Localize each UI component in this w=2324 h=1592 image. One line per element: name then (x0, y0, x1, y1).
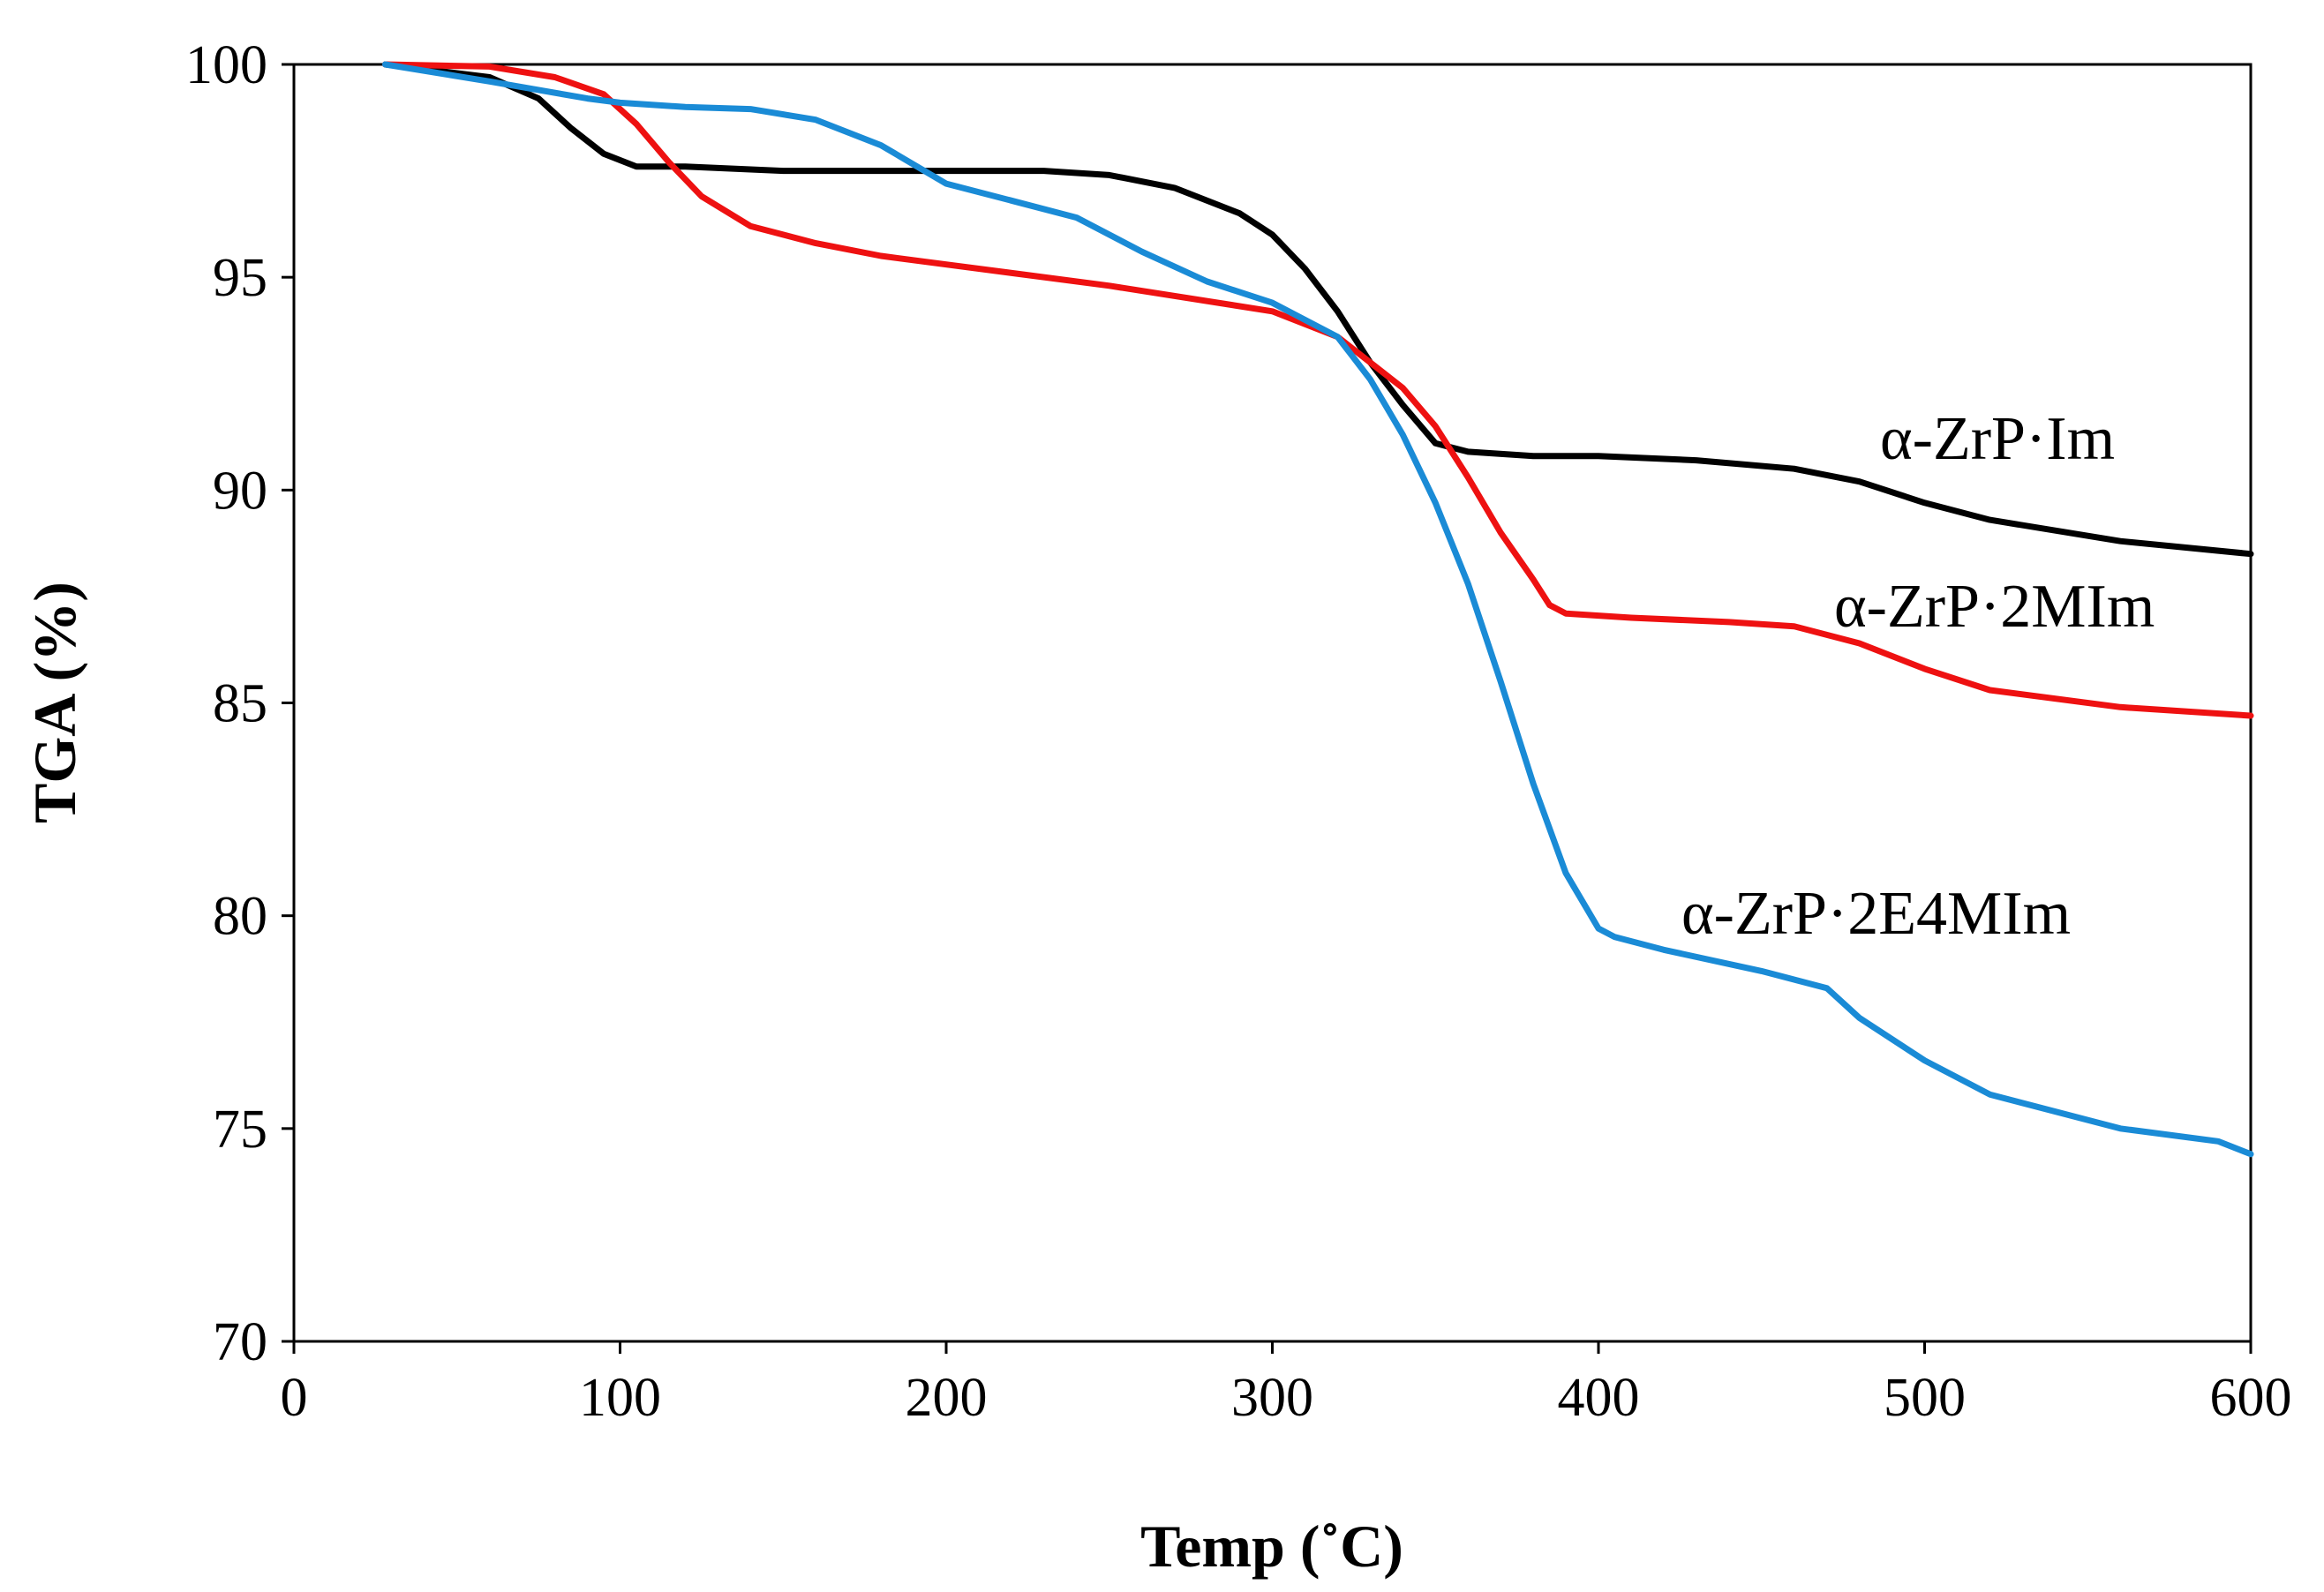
series-line-2 (382, 61, 2254, 1158)
y-tick-label: 80 (213, 887, 267, 947)
series-line-0 (382, 61, 2254, 558)
x-tick-label: 100 (579, 1368, 661, 1428)
x-axis-title: Temp (˚C) (1140, 1513, 1403, 1580)
x-tick-label: 400 (1558, 1368, 1640, 1428)
x-tick-label: 500 (1884, 1368, 1966, 1428)
y-tick-label: 75 (213, 1100, 267, 1160)
y-tick-label: 95 (213, 248, 267, 308)
plot-area-frame (292, 63, 2253, 1343)
series-label-im: α-ZrP·Im (1880, 405, 2115, 473)
x-tick-label: 600 (2210, 1368, 2292, 1428)
series-label-2e4mim: α-ZrP·2E4MIm (1681, 880, 2071, 948)
y-tick-label: 85 (213, 674, 267, 734)
x-axis-ticks: 0 100 200 300 400 500 600 (281, 1341, 2292, 1428)
y-tick-label: 90 (213, 461, 267, 521)
y-axis-title: TGA (%) (21, 582, 88, 823)
y-tick-label: 70 (213, 1312, 267, 1372)
x-tick-label: 0 (281, 1368, 308, 1428)
x-tick-label: 200 (906, 1368, 988, 1428)
y-axis-ticks: 70 75 80 85 90 95 100 (185, 35, 294, 1372)
y-tick-label: 100 (185, 35, 267, 95)
series-lines (382, 61, 2254, 1158)
series-line-1 (382, 61, 2254, 719)
x-tick-label: 300 (1231, 1368, 1313, 1428)
series-label-2mim: α-ZrP·2MIm (1834, 573, 2155, 641)
